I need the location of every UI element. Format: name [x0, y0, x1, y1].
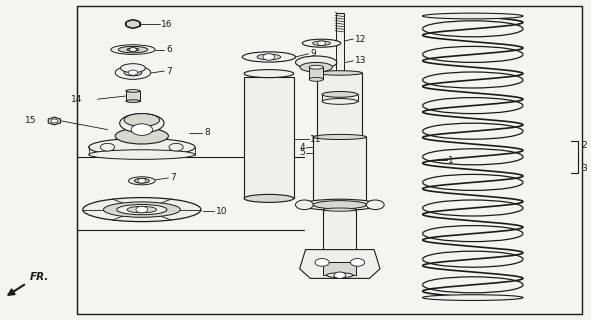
- Ellipse shape: [83, 198, 201, 222]
- Bar: [322, 94, 358, 101]
- Bar: [77, 6, 582, 314]
- Text: 8: 8: [204, 128, 210, 137]
- Bar: [317, 73, 362, 138]
- Ellipse shape: [313, 201, 366, 209]
- Text: 10: 10: [216, 207, 227, 216]
- Text: 5: 5: [299, 148, 305, 157]
- Ellipse shape: [89, 138, 195, 156]
- Ellipse shape: [124, 114, 160, 126]
- Ellipse shape: [129, 177, 155, 185]
- Circle shape: [125, 20, 141, 28]
- Text: 9: 9: [310, 49, 316, 58]
- Text: 13: 13: [355, 56, 366, 65]
- Ellipse shape: [115, 128, 168, 144]
- Ellipse shape: [309, 77, 323, 81]
- Ellipse shape: [89, 150, 195, 159]
- Circle shape: [129, 22, 137, 26]
- Ellipse shape: [115, 66, 151, 79]
- Ellipse shape: [127, 48, 139, 51]
- Ellipse shape: [313, 202, 366, 207]
- Ellipse shape: [126, 90, 140, 92]
- Bar: [336, 13, 344, 74]
- Ellipse shape: [121, 64, 145, 73]
- Ellipse shape: [423, 13, 523, 19]
- Ellipse shape: [301, 199, 378, 211]
- Circle shape: [128, 70, 138, 75]
- Circle shape: [317, 41, 326, 45]
- Ellipse shape: [116, 204, 167, 215]
- Ellipse shape: [124, 69, 142, 76]
- Text: 14: 14: [72, 95, 83, 104]
- Text: 16: 16: [161, 20, 173, 28]
- Text: 4: 4: [299, 143, 305, 152]
- Ellipse shape: [118, 46, 148, 53]
- Circle shape: [334, 272, 346, 278]
- Circle shape: [129, 48, 137, 52]
- Text: 3: 3: [581, 164, 587, 172]
- Text: 12: 12: [355, 35, 366, 44]
- Text: 2: 2: [581, 141, 587, 150]
- Text: 15: 15: [25, 116, 37, 125]
- Circle shape: [138, 179, 146, 183]
- Polygon shape: [126, 20, 139, 28]
- Circle shape: [315, 259, 329, 266]
- Circle shape: [263, 54, 275, 60]
- Circle shape: [296, 200, 313, 210]
- Ellipse shape: [303, 39, 340, 47]
- Ellipse shape: [322, 92, 358, 97]
- Ellipse shape: [134, 179, 149, 183]
- Ellipse shape: [323, 208, 356, 211]
- Ellipse shape: [127, 206, 157, 213]
- Bar: [244, 77, 294, 198]
- Text: 7: 7: [166, 67, 172, 76]
- Ellipse shape: [111, 45, 155, 54]
- Ellipse shape: [322, 99, 358, 104]
- Bar: [126, 91, 140, 101]
- Circle shape: [51, 119, 58, 123]
- Ellipse shape: [244, 195, 294, 203]
- Ellipse shape: [257, 54, 281, 60]
- Ellipse shape: [326, 273, 353, 277]
- Circle shape: [136, 206, 148, 213]
- Circle shape: [100, 143, 115, 151]
- Ellipse shape: [126, 100, 140, 102]
- Text: FR.: FR.: [30, 272, 49, 282]
- Polygon shape: [48, 117, 60, 125]
- Ellipse shape: [300, 62, 332, 72]
- Bar: [313, 137, 366, 205]
- Ellipse shape: [119, 114, 164, 133]
- Ellipse shape: [317, 71, 362, 75]
- Ellipse shape: [244, 70, 294, 78]
- Circle shape: [350, 259, 365, 266]
- Ellipse shape: [309, 65, 323, 69]
- Ellipse shape: [103, 202, 180, 217]
- Text: 7: 7: [170, 173, 176, 182]
- Ellipse shape: [313, 41, 330, 45]
- Ellipse shape: [313, 134, 366, 140]
- Circle shape: [169, 143, 183, 151]
- Ellipse shape: [423, 295, 523, 300]
- Circle shape: [131, 124, 152, 135]
- Text: 11: 11: [310, 135, 322, 144]
- Ellipse shape: [296, 56, 337, 69]
- Ellipse shape: [242, 52, 296, 62]
- Text: 1: 1: [448, 156, 454, 164]
- Bar: [323, 262, 356, 275]
- Circle shape: [366, 200, 384, 210]
- Bar: [323, 210, 356, 262]
- Bar: [309, 67, 323, 79]
- Polygon shape: [300, 250, 380, 278]
- Text: 6: 6: [166, 45, 172, 54]
